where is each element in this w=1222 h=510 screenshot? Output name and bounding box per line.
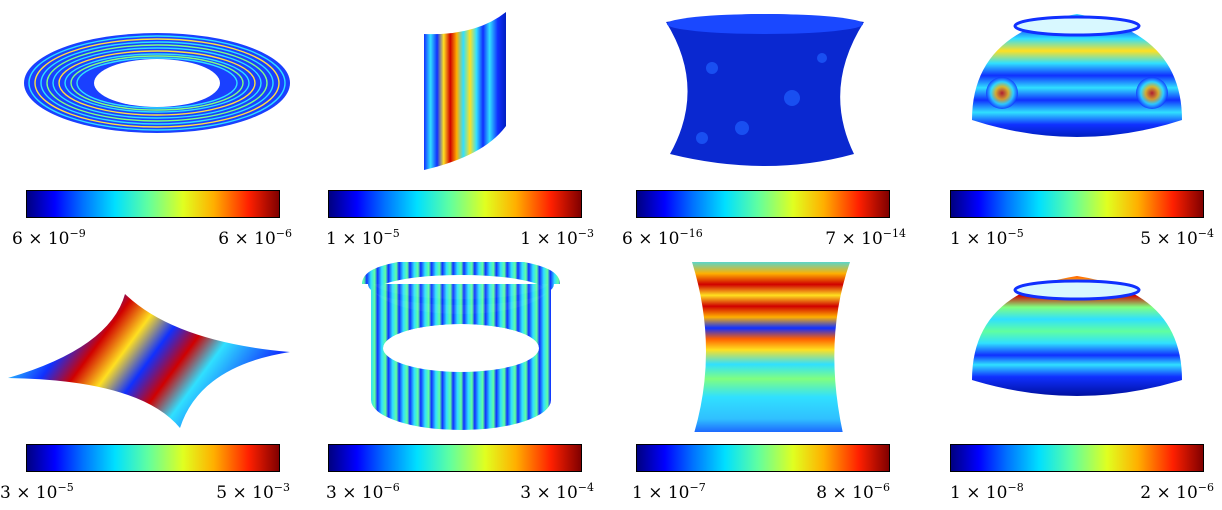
- colorbar-min-label: 3 × 10−6: [326, 481, 400, 503]
- colorbar-max-label: 3 × 10−4: [520, 481, 594, 503]
- colorbar-max-label: 1 × 10−3: [520, 227, 594, 249]
- colorbar: [26, 190, 280, 218]
- panel-hyperboloid-bands: 1 × 10−7 8 × 10−6: [622, 262, 912, 510]
- colorbar-min-label: 1 × 10−5: [326, 227, 400, 249]
- colorbar-min-label: 6 × 10−16: [622, 227, 703, 249]
- curved-strip-surface: [424, 12, 506, 170]
- panel-curved-strip: 1 × 10−5 1 × 10−3: [316, 8, 606, 256]
- colorbar-max-label: 6 × 10−6: [218, 227, 292, 249]
- colorbar: [328, 190, 582, 218]
- hyperboloid-bands-surface: [692, 262, 850, 432]
- dome-surface: [972, 14, 1182, 137]
- colorbar: [328, 444, 582, 472]
- colorbar-min-label: 1 × 10−8: [950, 481, 1024, 503]
- colorbar-max-label: 7 × 10−14: [825, 227, 906, 249]
- colorbar: [636, 444, 890, 472]
- panel-dome: 1 × 10−5 5 × 10−4: [932, 8, 1222, 256]
- cylinder-surface: [362, 262, 560, 430]
- hyperboloid-surface: [666, 14, 864, 166]
- colorbar: [950, 190, 1204, 218]
- colorbar-max-label: 5 × 10−4: [1140, 227, 1214, 249]
- panel-saddle: 3 × 10−5 5 × 10−3: [0, 262, 290, 510]
- colorbar-max-label: 2 × 10−6: [1140, 481, 1214, 503]
- panel-cylinder: 3 × 10−6 3 × 10−4: [316, 262, 606, 510]
- colorbar: [636, 190, 890, 218]
- dome-bands-surface: [972, 276, 1182, 396]
- colorbar: [950, 444, 1204, 472]
- panel-annulus: 6 × 10−9 6 × 10−6: [12, 8, 302, 256]
- colorbar-max-label: 5 × 10−3: [216, 481, 290, 503]
- saddle-surface: [8, 294, 290, 428]
- colorbar-min-label: 6 × 10−9: [12, 227, 86, 249]
- colorbar-max-label: 8 × 10−6: [816, 481, 890, 503]
- colorbar-min-label: 1 × 10−5: [950, 227, 1024, 249]
- annulus-surface: [24, 33, 290, 133]
- colorbar-min-label: 1 × 10−7: [632, 481, 706, 503]
- panel-hyperboloid-dark: 6 × 10−16 7 × 10−14: [622, 8, 912, 256]
- colorbar-min-label: 3 × 10−5: [0, 481, 74, 503]
- colorbar: [26, 444, 280, 472]
- panel-dome-bands: 1 × 10−8 2 × 10−6: [932, 262, 1222, 510]
